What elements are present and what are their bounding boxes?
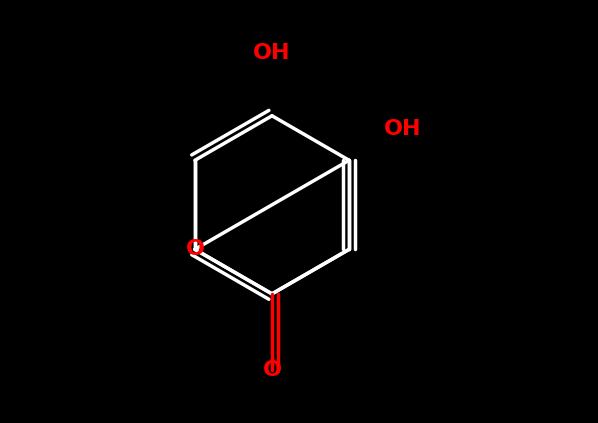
Text: OH: OH	[254, 44, 291, 63]
Text: O: O	[263, 360, 282, 379]
Text: O: O	[185, 239, 205, 259]
Text: OH: OH	[385, 119, 422, 139]
